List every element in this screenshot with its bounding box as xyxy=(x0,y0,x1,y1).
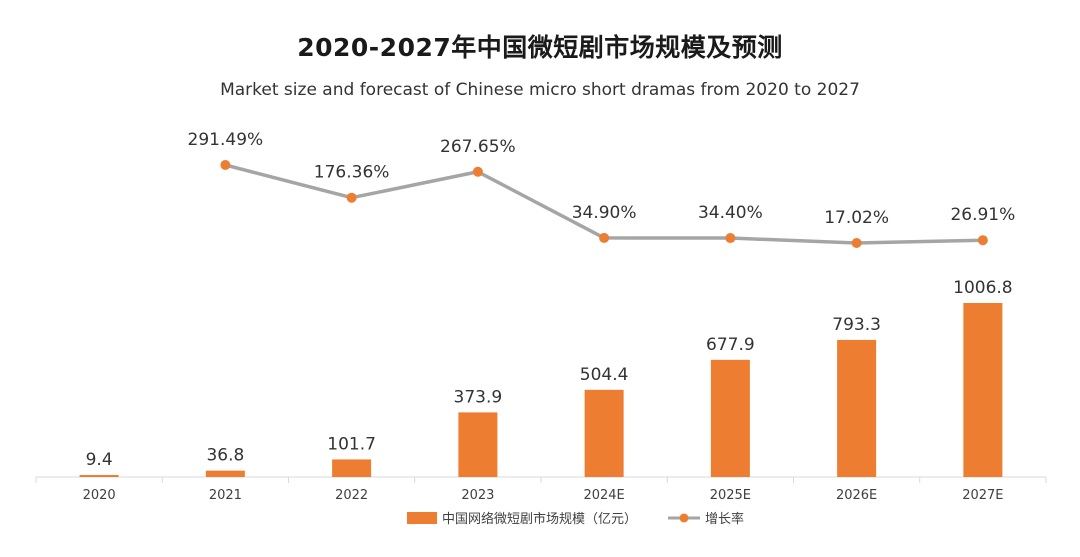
growth-rate-point-2023 xyxy=(472,166,483,177)
x-tick-label: 2021 xyxy=(209,488,242,503)
bar-2024E xyxy=(584,389,624,477)
legend-bar-swatch xyxy=(407,512,437,524)
bar-2025E xyxy=(710,359,750,477)
growth-rate-point-2027E xyxy=(977,235,988,246)
growth-rate-point-2025E xyxy=(725,233,736,244)
bar-2020 xyxy=(79,475,119,477)
bar-2021 xyxy=(205,470,245,477)
growth-rate-label: 176.36% xyxy=(314,163,390,183)
bar-2026E xyxy=(837,339,877,477)
growth-rate-label: 267.65% xyxy=(440,137,516,157)
chart-title: 2020-2027年中国微短剧市场规模及预测 xyxy=(297,33,783,62)
bar-value-label: 793.3 xyxy=(832,315,881,335)
growth-rate-point-2024E xyxy=(599,232,610,243)
x-tick-label: 2025E xyxy=(710,488,751,503)
bar-2027E xyxy=(963,303,1003,477)
chart-subtitle: Market size and forecast of Chinese micr… xyxy=(220,80,860,100)
legend-bar-label: 中国网络微短剧市场规模（亿元） xyxy=(442,511,637,527)
growth-rate-label: 291.49% xyxy=(188,130,264,150)
x-tick-label: 2022 xyxy=(335,488,368,503)
bar-value-label: 373.9 xyxy=(454,387,503,407)
bar-2022 xyxy=(332,459,372,477)
bar-value-label: 677.9 xyxy=(706,335,755,355)
legend-line-marker xyxy=(679,513,689,523)
x-tick-label: 2020 xyxy=(83,488,116,503)
growth-rate-point-2021 xyxy=(220,160,231,170)
x-tick-label: 2023 xyxy=(461,488,494,503)
growth-rate-point-2026E xyxy=(851,238,862,248)
growth-rate-point-2022 xyxy=(346,192,357,203)
bar-value-label: 1006.8 xyxy=(953,278,1012,298)
bar-value-label: 36.8 xyxy=(206,446,244,466)
bar-2023 xyxy=(458,412,498,477)
x-tick-label: 2027E xyxy=(962,488,1003,503)
bar-value-label: 9.4 xyxy=(86,450,113,470)
x-tick-label: 2026E xyxy=(836,488,877,503)
bar-value-label: 504.4 xyxy=(580,365,629,385)
x-tick-label: 2024E xyxy=(583,488,624,503)
growth-rate-label: 17.02% xyxy=(824,208,889,228)
growth-rate-label: 26.91% xyxy=(950,205,1015,225)
legend-line-label: 增长率 xyxy=(705,511,744,527)
growth-rate-label: 34.40% xyxy=(698,203,763,223)
bar-value-label: 101.7 xyxy=(327,434,376,454)
growth-rate-label: 34.90% xyxy=(572,203,637,223)
